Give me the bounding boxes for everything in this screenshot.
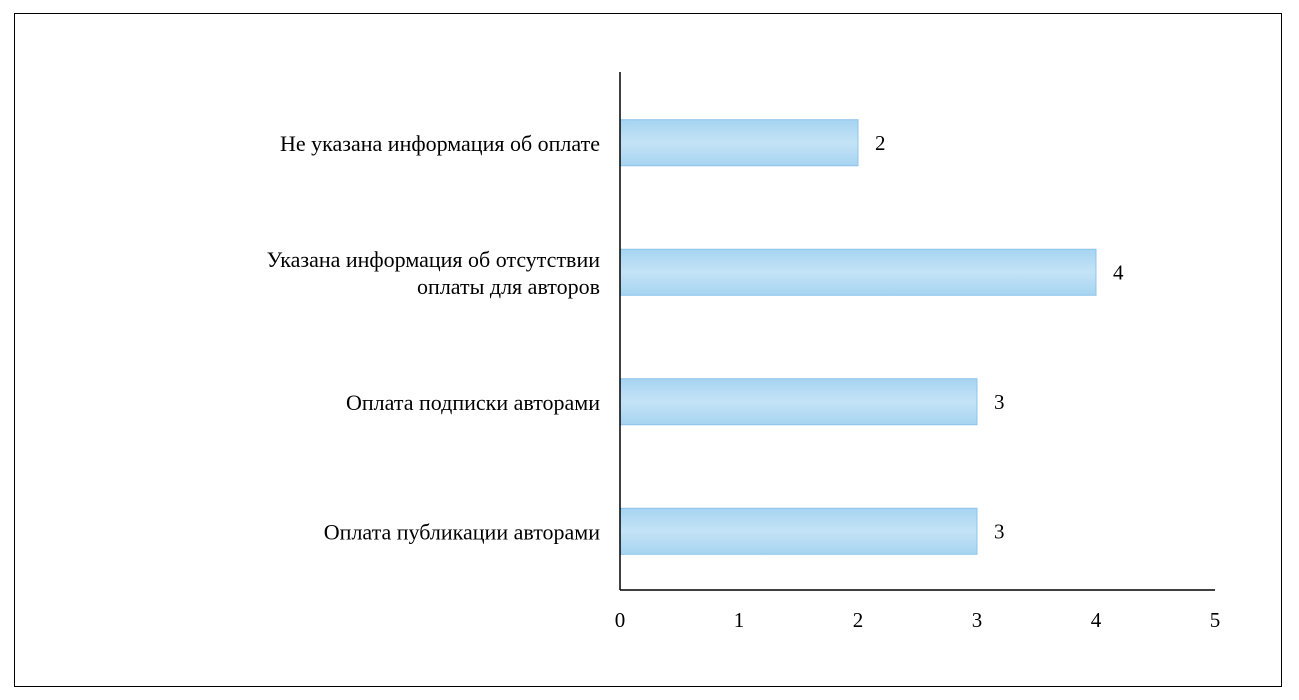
category-label-2-line-1: Указана информация об отсутствии bbox=[267, 247, 601, 272]
bars-group bbox=[619, 119, 1097, 555]
bar-3 bbox=[619, 378, 978, 426]
bar-4 bbox=[619, 507, 978, 555]
x-tick-label-3: 3 bbox=[972, 608, 983, 632]
value-label-1: 2 bbox=[875, 131, 886, 155]
bar-2 bbox=[619, 248, 1097, 296]
value-label-2: 4 bbox=[1113, 260, 1124, 284]
category-labels-group: Не указана информация об оплате Указана и… bbox=[267, 131, 601, 545]
category-label-3: Оплата подписки авторами bbox=[346, 390, 600, 415]
x-tick-label-2: 2 bbox=[853, 608, 864, 632]
category-label-1: Не указана информация об оплате bbox=[280, 131, 600, 156]
x-tick-labels-group: 0 1 2 3 4 5 bbox=[615, 608, 1221, 632]
value-labels-group: 2 4 3 3 bbox=[875, 131, 1124, 544]
bar-1 bbox=[619, 119, 859, 167]
x-tick-label-1: 1 bbox=[734, 608, 745, 632]
category-label-2-line-2: оплаты для авторов bbox=[417, 274, 600, 299]
value-label-3: 3 bbox=[994, 390, 1005, 414]
x-tick-label-5: 5 bbox=[1210, 608, 1221, 632]
category-label-4: Оплата публикации авторами bbox=[324, 519, 600, 544]
x-tick-label-0: 0 bbox=[615, 608, 626, 632]
x-tick-label-4: 4 bbox=[1091, 608, 1102, 632]
value-label-4: 3 bbox=[994, 519, 1005, 543]
